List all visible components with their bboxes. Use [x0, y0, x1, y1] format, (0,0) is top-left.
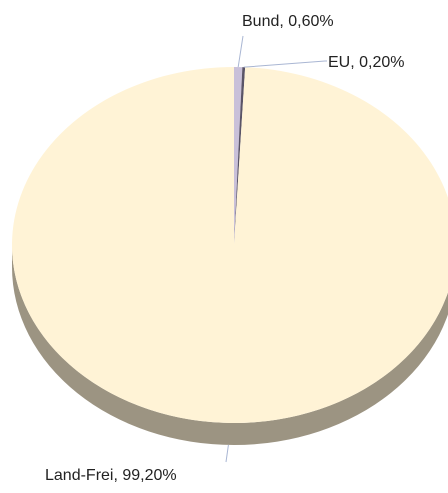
label-bund: Bund, 0,60% — [242, 13, 334, 30]
leader-line-bund — [237, 35, 244, 68]
label-eu: EU, 0,20% — [328, 54, 404, 71]
label-land-frei: Land-Frei, 99,20% — [45, 467, 177, 484]
pie-slices — [12, 67, 448, 423]
slice-bund — [234, 67, 243, 245]
leader-lines — [225, 35, 327, 463]
leader-line-land-frei — [225, 444, 229, 463]
leader-line-eu — [243, 60, 327, 68]
slice-eu — [234, 67, 246, 246]
slice-land-frei — [12, 67, 448, 423]
